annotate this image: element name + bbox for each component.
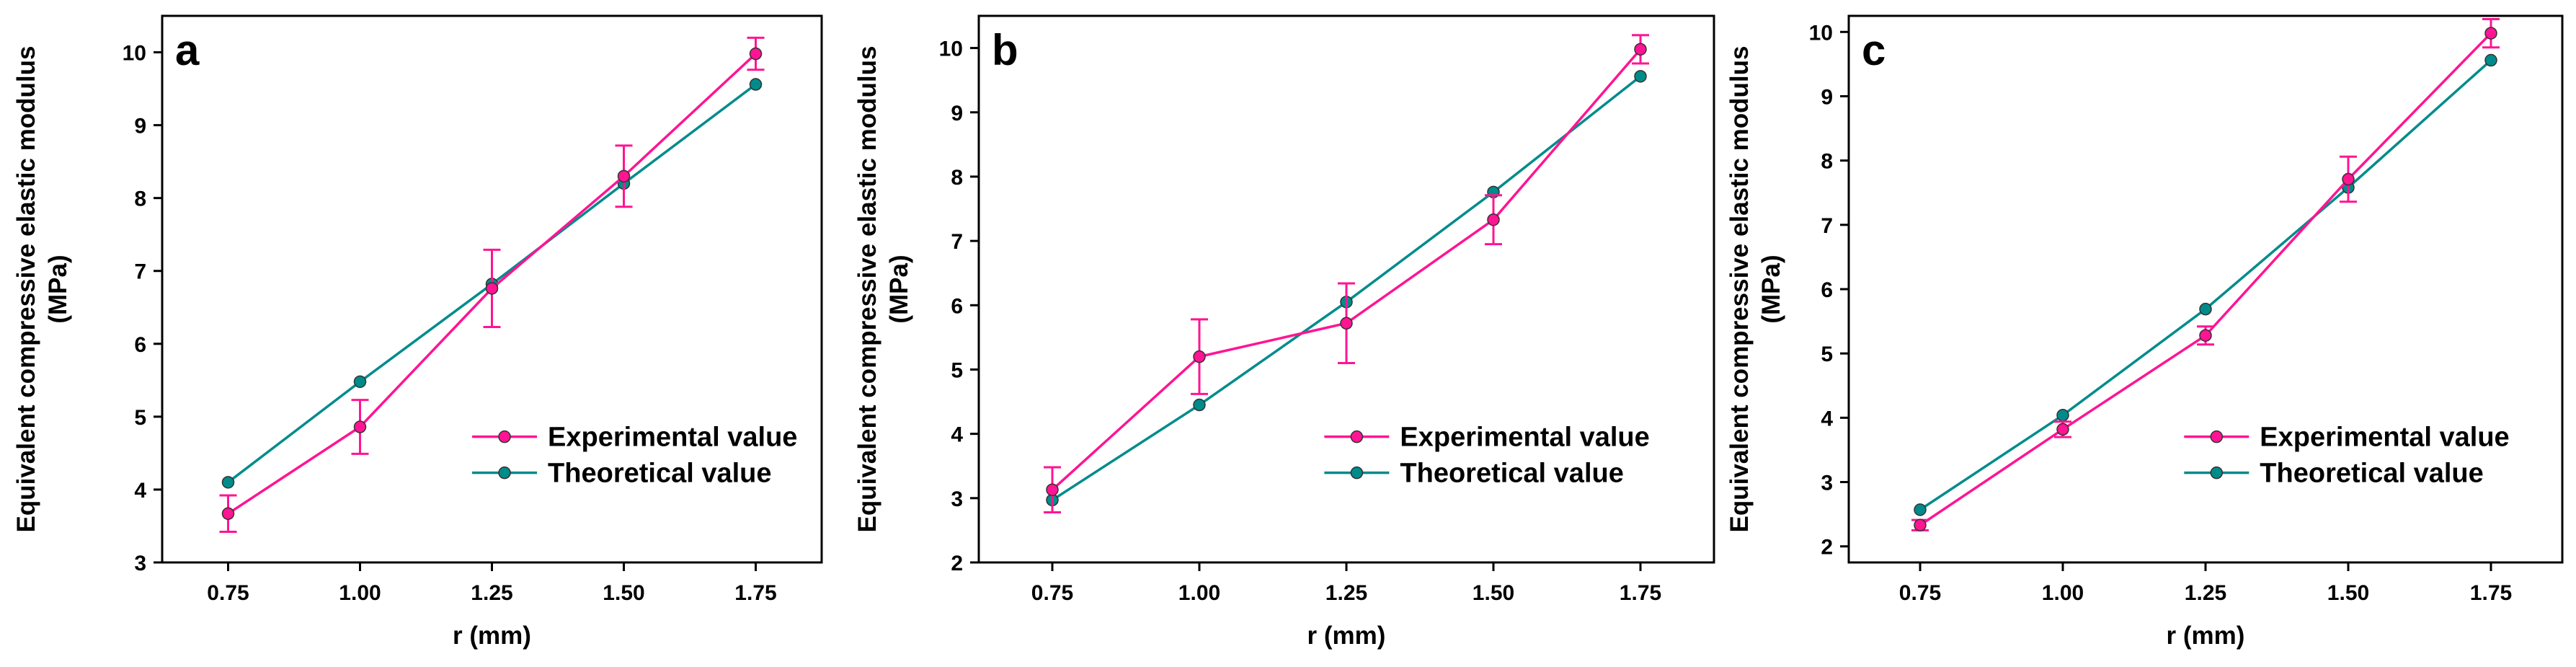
data-point-experimental	[749, 47, 763, 61]
data-point-theoretical	[2056, 409, 2069, 422]
y-tick-label: 4	[1821, 407, 1833, 430]
y-axis-title: Equivalent compressive elastic modulus (M…	[853, 46, 913, 533]
legend-swatch-marker	[2210, 430, 2224, 443]
legend: Experimental value Theoretical value	[472, 423, 797, 489]
x-tick-label: 1.25	[1325, 581, 1367, 605]
legend: Experimental value Theoretical value	[2184, 423, 2510, 489]
y-tick-label: 7	[1821, 214, 1833, 238]
data-point-experimental	[617, 169, 631, 183]
y-tick-label: 4	[134, 479, 146, 503]
data-point-theoretical	[353, 375, 367, 389]
y-tick-label: 10	[123, 42, 146, 66]
y-axis-title-line1: Equivalent compressive elastic modulus	[1726, 46, 1754, 533]
x-tick-label: 1.75	[1620, 581, 1661, 605]
y-axis-title-line2: (MPa)	[44, 255, 72, 323]
data-point-theoretical	[749, 78, 763, 91]
y-tick-label: 9	[951, 102, 963, 125]
y-tick-label: 2	[951, 552, 963, 575]
data-point-experimental	[1914, 518, 1927, 532]
data-point-experimental	[2056, 423, 2069, 436]
data-point-theoretical	[1193, 398, 1206, 412]
x-tick-label: 1.25	[2185, 581, 2226, 605]
data-point-theoretical	[1634, 70, 1647, 83]
data-point-theoretical	[2484, 53, 2497, 67]
y-axis-title-line1: Equivalent compressive elastic modulus	[12, 46, 40, 533]
x-axis-title: r (mm)	[453, 622, 531, 650]
data-point-theoretical	[221, 476, 235, 489]
data-point-experimental	[2199, 329, 2212, 342]
data-point-theoretical	[2199, 302, 2212, 316]
y-tick-label: 5	[134, 406, 146, 430]
y-tick-label: 2	[1821, 536, 1833, 560]
data-point-experimental	[353, 420, 367, 433]
y-tick-label: 6	[134, 333, 146, 357]
legend-label: Experimental value	[1400, 423, 1649, 453]
panel-letter: c	[1862, 26, 1886, 74]
y-tick-label: 10	[939, 37, 963, 61]
panel-letter: a	[175, 26, 200, 74]
x-tick-label: 1.00	[339, 581, 381, 605]
y-tick-label: 8	[951, 166, 963, 190]
x-tick-label: 1.50	[1473, 581, 1514, 605]
chart-panel-a: 3 4 5 6 7 8 9 10 0.75 1.00 1.25 1.50 1.75 r (mm) Equiv…	[12, 14, 823, 650]
x-tick-label: 1.00	[2042, 581, 2084, 605]
y-tick-label: 8	[1821, 150, 1833, 174]
data-point-experimental	[1340, 317, 1353, 330]
y-tick-label: 8	[134, 187, 146, 211]
x-tick-label: 1.50	[2327, 581, 2369, 605]
y-tick-label: 4	[951, 423, 963, 447]
y-tick-label: 6	[1821, 278, 1833, 302]
y-tick-label: 6	[951, 294, 963, 318]
legend-label: Theoretical value	[2260, 459, 2483, 489]
x-tick-label: 0.75	[1899, 581, 1941, 605]
chart-panel-b: 2 3 4 5 6 7 8 9 10 0.75 1.00 1.25 1.50 1.75 r (mm) Equi…	[853, 14, 1715, 650]
y-tick-label: 5	[951, 358, 963, 382]
data-point-experimental	[1193, 350, 1206, 363]
y-tick-label: 5	[1821, 343, 1833, 366]
data-point-experimental	[2484, 27, 2497, 40]
legend-swatch-marker	[498, 466, 511, 480]
data-point-experimental	[485, 282, 499, 295]
legend-label: Experimental value	[548, 423, 797, 453]
y-tick-label: 3	[951, 487, 963, 511]
data-point-experimental	[221, 507, 235, 521]
legend-label: Theoretical value	[1400, 459, 1623, 489]
legend-label: Theoretical value	[548, 459, 771, 489]
x-tick-label: 0.75	[207, 581, 249, 605]
legend-swatch-marker	[2210, 466, 2224, 480]
y-axis-title-line1: Equivalent compressive elastic modulus	[853, 46, 881, 533]
x-tick-label: 1.75	[734, 581, 776, 605]
data-point-experimental	[1634, 43, 1647, 56]
y-axis-title-line2: (MPa)	[885, 255, 913, 323]
x-axis-title: r (mm)	[1307, 622, 1386, 650]
x-tick-label: 1.50	[603, 581, 644, 605]
x-axis-title: r (mm)	[2167, 622, 2245, 650]
legend-swatch-marker	[498, 430, 511, 443]
y-tick-label: 7	[134, 260, 146, 284]
x-tick-label: 1.25	[471, 581, 512, 605]
legend-label: Experimental value	[2260, 423, 2509, 453]
data-point-experimental	[1046, 483, 1059, 496]
data-point-theoretical	[1914, 503, 1927, 516]
data-point-experimental	[2342, 172, 2355, 186]
legend: Experimental value Theoretical value	[1324, 423, 1650, 489]
data-point-experimental	[1487, 213, 1500, 226]
x-tick-label: 1.00	[1178, 581, 1220, 605]
legend-swatch-marker	[1350, 466, 1364, 480]
y-tick-label: 10	[1809, 21, 1833, 45]
y-tick-label: 9	[134, 115, 146, 138]
chart-panel-c: 2 3 4 5 6 7 8 9 10 0.75 1.00 1.25 1.50 1.75 r (mm) Equi…	[1726, 14, 2564, 650]
y-tick-label: 3	[134, 552, 146, 575]
y-axis-title: Equivalent compressive elastic modulus (M…	[12, 46, 72, 533]
x-tick-label: 0.75	[1031, 581, 1073, 605]
y-axis-title-line2: (MPa)	[1757, 255, 1785, 323]
legend-swatch-marker	[1350, 430, 1364, 443]
x-tick-label: 1.75	[2470, 581, 2512, 605]
y-axis-title: Equivalent compressive elastic modulus (M…	[1726, 46, 1785, 533]
y-tick-label: 7	[951, 230, 963, 254]
y-tick-label: 3	[1821, 472, 1833, 495]
panel-letter: b	[992, 26, 1018, 74]
y-tick-label: 9	[1821, 85, 1833, 109]
